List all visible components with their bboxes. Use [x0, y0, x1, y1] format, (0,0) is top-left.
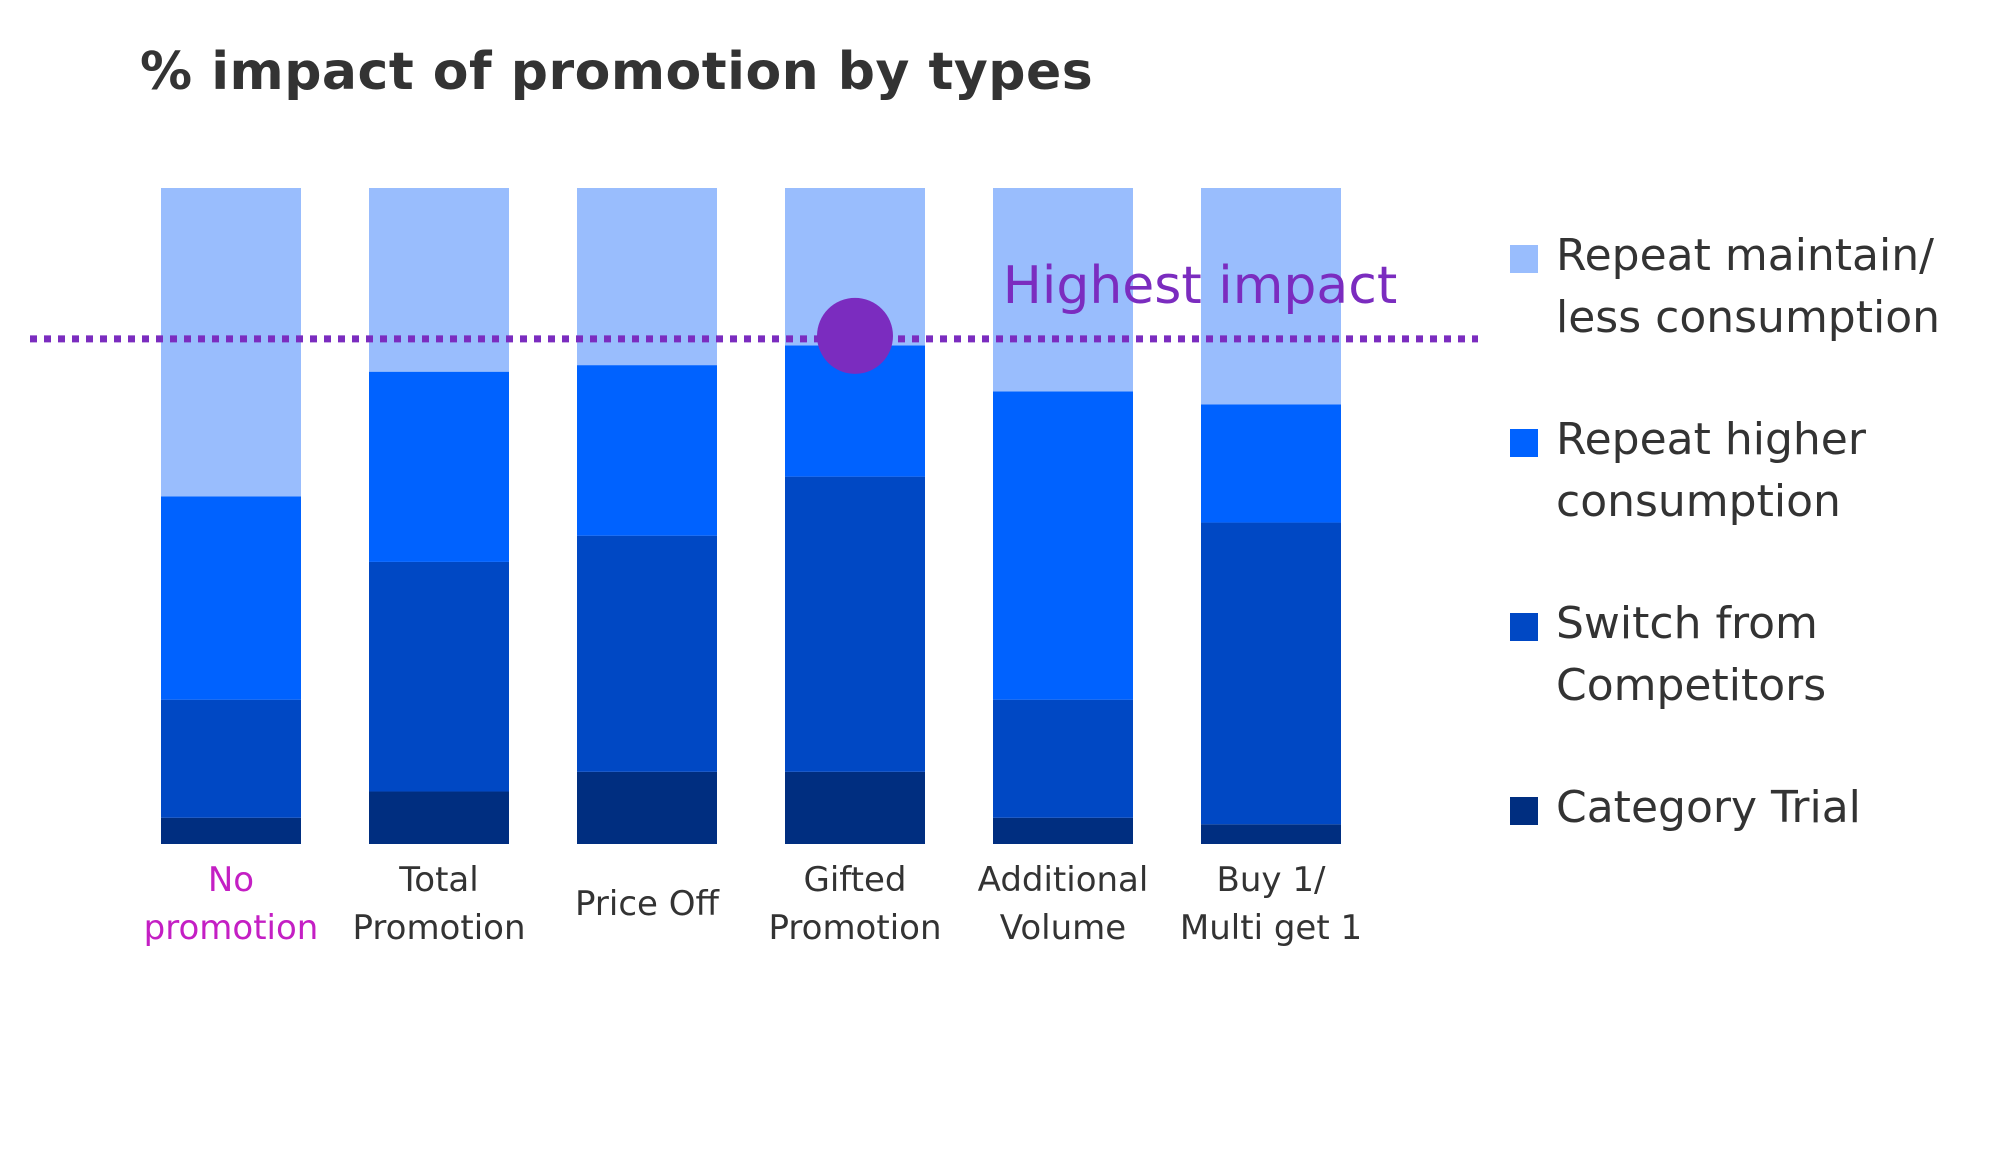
category-label: No promotion	[144, 860, 319, 948]
reference-line-label: Highest impact	[1003, 256, 1397, 316]
category-label: Additional Volume	[978, 860, 1149, 948]
legend-swatch	[1510, 429, 1538, 457]
highlight-marker	[817, 297, 893, 374]
legend-swatch	[1510, 613, 1538, 641]
bar-segment	[577, 365, 717, 536]
legend-label: Switch from Competitors	[1556, 598, 1827, 711]
bar-segment	[161, 699, 301, 818]
bar-segment	[161, 496, 301, 700]
reference-line-group: Highest impact	[30, 256, 1478, 374]
bar-segment	[993, 188, 1133, 392]
legend-label: Repeat higher consumption	[1556, 414, 1866, 527]
page-title: % impact of promotion by types	[140, 42, 1094, 102]
legend-item: Repeat higher consumption	[1510, 409, 1990, 533]
bar-segment	[1201, 188, 1341, 405]
stacked-bar-chart: No promotion Total Promotion Price Off Gifted…	[30, 188, 1478, 948]
bar-segment	[1201, 404, 1341, 523]
legend-item: Category Trial	[1510, 777, 1990, 839]
category-label: Gifted Promotion	[769, 860, 942, 948]
category-label: Buy 1/Multi get 1	[1180, 860, 1362, 948]
bar-segment	[993, 391, 1133, 700]
legend-label: Repeat maintain/ less consumption	[1556, 230, 1941, 343]
bar-segment	[577, 771, 717, 844]
bar-segment	[785, 771, 925, 844]
bar-segment	[369, 561, 509, 792]
legend-swatch	[1510, 245, 1538, 273]
legend-item: Switch from Competitors	[1510, 593, 1990, 717]
bar-segment	[993, 817, 1133, 844]
bar-segment	[1201, 522, 1341, 825]
category-labels-group: No promotion Total Promotion Price Off Gifted…	[144, 860, 1362, 948]
legend-swatch	[1510, 797, 1538, 825]
category-label: Total Promotion	[353, 860, 526, 948]
legend-item: Repeat maintain/ less consumption	[1510, 225, 1990, 349]
category-label: Price Off	[575, 884, 721, 924]
bar-segment	[369, 791, 509, 844]
bar-segment	[785, 476, 925, 772]
bar-segment	[161, 817, 301, 844]
bar-segment	[993, 699, 1133, 818]
bar-segment	[577, 535, 717, 772]
bar-segment	[1201, 824, 1341, 844]
legend: Repeat maintain/ less consumption Repeat…	[1510, 225, 1990, 899]
legend-label: Category Trial	[1556, 782, 1861, 833]
bar-segment	[369, 188, 509, 372]
bar-segment	[369, 371, 509, 562]
